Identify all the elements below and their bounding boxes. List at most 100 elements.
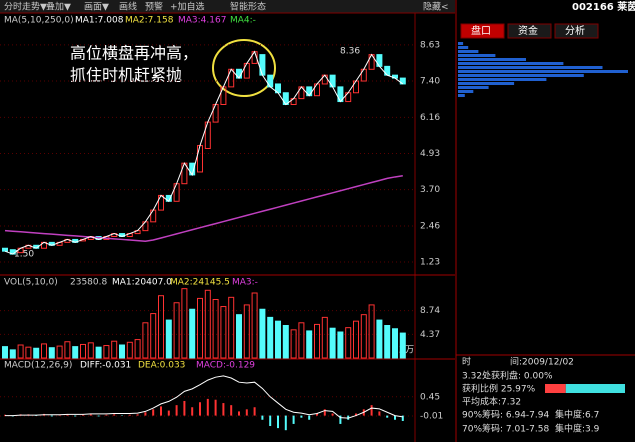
volume-bar xyxy=(25,346,32,359)
volume-bar xyxy=(158,295,164,359)
volume-bar xyxy=(321,316,328,359)
y-tick-label: 1.23 xyxy=(420,258,440,268)
chip-bar xyxy=(458,78,547,81)
vol-unit: X万 xyxy=(399,346,414,356)
chip-bar xyxy=(458,74,584,77)
tab[interactable] xyxy=(554,23,599,39)
volume-bar xyxy=(282,325,289,359)
chip-bar xyxy=(458,58,526,61)
volume-bar xyxy=(41,343,47,359)
volume-bar xyxy=(306,330,313,359)
profit-bar xyxy=(545,384,566,393)
volume-bar xyxy=(204,289,211,359)
tab[interactable] xyxy=(460,23,505,39)
chip-bar xyxy=(458,82,515,85)
toolbar-item[interactable]: 智能形态 xyxy=(230,1,266,13)
toolbar-item[interactable]: 分时走势▼ xyxy=(4,1,47,13)
chip-bar xyxy=(458,42,464,45)
info-text: 获利比例 25.97% xyxy=(462,383,536,395)
chip-bar xyxy=(458,86,489,89)
volume-bar xyxy=(384,325,391,359)
toolbar-item[interactable]: 预警 xyxy=(145,1,163,13)
y-tick-label: -0.01 xyxy=(420,412,443,422)
close-line xyxy=(4,50,404,255)
volume-bar xyxy=(329,327,336,359)
annotation: 高位横盘再冲高， xyxy=(70,44,198,63)
chip-bar xyxy=(458,54,496,57)
volume-bar xyxy=(126,341,133,359)
volume-bar xyxy=(243,304,250,359)
toolbar-item[interactable]: +加自选 xyxy=(170,1,205,13)
high-label: 8.36 xyxy=(340,47,360,57)
volume-bar xyxy=(119,344,125,359)
volume-bar xyxy=(368,304,375,359)
legend: MACD(12,26,9) xyxy=(4,361,72,371)
low-label: 1.50 xyxy=(14,250,34,260)
volume-bar xyxy=(275,320,281,359)
legend: DEA:0.033 xyxy=(138,361,185,371)
legend: DIFF:-0.031 xyxy=(80,361,131,371)
info-text: 3.32处获利盘: 0.00% xyxy=(462,370,553,382)
legend: MA2:7.158 xyxy=(125,16,174,26)
highlight-circle xyxy=(212,39,276,97)
volume-bar xyxy=(33,347,40,359)
stock-code: 002166 莱茵 xyxy=(572,0,635,13)
y-tick-label: 4.93 xyxy=(420,149,440,159)
volume-bar xyxy=(95,346,102,359)
loss-bar xyxy=(565,384,625,393)
legend: MA3:4.167 xyxy=(178,16,226,26)
chip-bar xyxy=(458,66,603,69)
tab[interactable] xyxy=(507,23,552,39)
volume-bar xyxy=(2,346,8,359)
volume-bar xyxy=(345,327,352,359)
info-text: 70%筹码: 7.01-7.58 xyxy=(462,423,549,435)
legend: MACD:-0.129 xyxy=(196,361,255,371)
y-tick-label: 0.45 xyxy=(420,392,440,402)
tab-label[interactable]: 盘口 xyxy=(471,24,491,37)
volume-bar xyxy=(392,328,398,359)
toolbar-item[interactable]: 画面▼ xyxy=(84,2,109,13)
chip-bar xyxy=(458,90,474,93)
volume-bar xyxy=(87,342,94,359)
volume-bar xyxy=(64,341,71,359)
tab-label[interactable]: 资金 xyxy=(518,24,538,37)
volume-bar xyxy=(197,297,203,359)
annotation: 抓住时机赶紧抛 xyxy=(70,66,182,85)
volume-bar xyxy=(80,343,86,359)
ma250-line xyxy=(4,175,403,242)
y-tick-label: 3.70 xyxy=(420,185,440,195)
volume-bar xyxy=(220,306,227,359)
toolbar-item[interactable]: 画线 xyxy=(119,1,137,13)
volume-bar xyxy=(376,319,383,359)
candle-body xyxy=(259,54,266,76)
volume-bar xyxy=(103,345,110,359)
info-text: 90%筹码: 6.94-7.94 xyxy=(462,409,549,421)
volume-bar xyxy=(399,332,406,359)
volume-bar xyxy=(267,316,274,359)
y-tick-label: 8.63 xyxy=(420,40,440,50)
volume-bar xyxy=(142,322,149,359)
volume-bar xyxy=(236,314,242,359)
tab-label[interactable]: 分析 xyxy=(565,24,585,37)
legend: MA(5,10,250,0) xyxy=(4,16,74,26)
volume-bar xyxy=(72,346,79,359)
volume-bar xyxy=(290,329,297,359)
volume-bar xyxy=(134,339,141,359)
y-tick-label: 6.16 xyxy=(420,113,440,123)
volume-bar xyxy=(189,308,196,359)
legend: 23580.8 xyxy=(70,278,107,288)
chip-bar xyxy=(458,70,628,73)
volume-bar xyxy=(298,322,305,359)
toolbar-item[interactable]: 叠加▼ xyxy=(46,2,71,13)
toolbar-item[interactable]: 隐藏< xyxy=(423,1,449,13)
volume-bar xyxy=(56,345,63,359)
volume-bar xyxy=(251,292,258,359)
y-tick-label: 7.40 xyxy=(420,77,440,87)
info-text: 间:2009/12/02 xyxy=(510,356,574,368)
volume-bar xyxy=(181,288,188,359)
info-text: 集中度:6.7 xyxy=(555,409,599,421)
chip-bar xyxy=(458,46,469,49)
y-tick-label: 8.74 xyxy=(420,306,440,316)
volume-bar xyxy=(360,314,367,359)
